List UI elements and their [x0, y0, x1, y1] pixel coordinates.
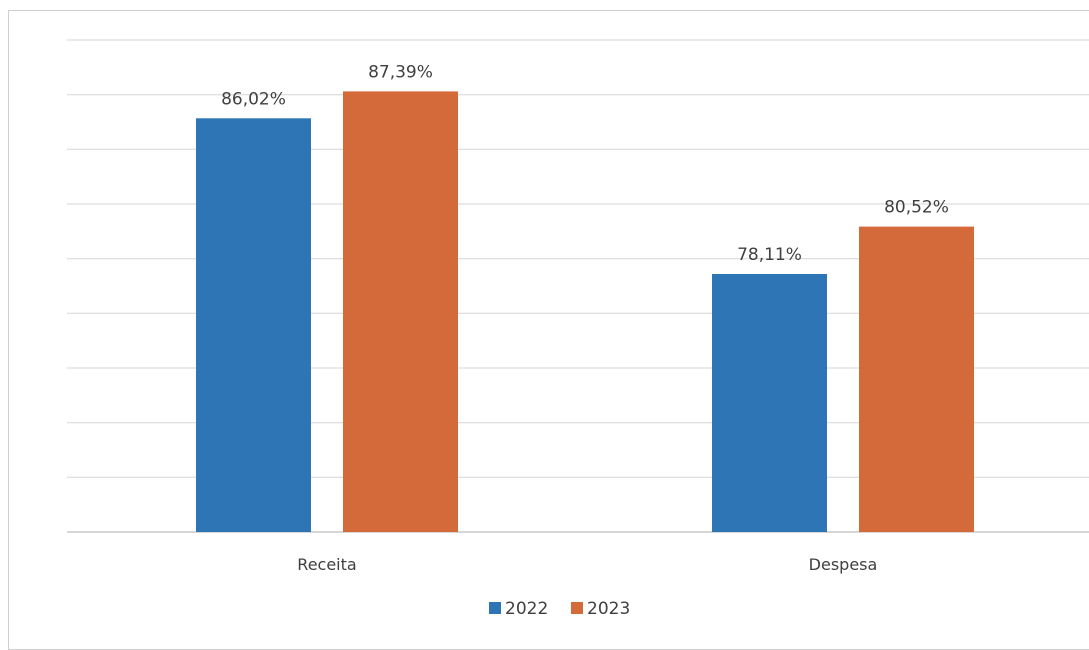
data-labels: 86,02% 87,39% 78,11% 80,52% [221, 62, 949, 265]
legend-label-2022: 2022 [505, 599, 548, 619]
bar-despesa-2022 [712, 274, 827, 532]
category-labels: Receita Despesa [297, 555, 877, 574]
data-label-receita-2023: 87,39% [368, 62, 433, 82]
legend-swatch-2023 [571, 602, 583, 614]
legend: 2022 2023 [489, 599, 630, 619]
bars [196, 91, 974, 533]
data-label-despesa-2023: 80,52% [884, 198, 949, 218]
category-label-receita: Receita [297, 555, 356, 574]
data-label-despesa-2022: 78,11% [737, 245, 802, 265]
bar-despesa-2023 [859, 226, 974, 532]
category-label-despesa: Despesa [809, 555, 878, 574]
data-label-receita-2022: 86,02% [221, 89, 286, 109]
bar-receita-2022 [196, 118, 311, 533]
legend-label-2023: 2023 [587, 599, 630, 619]
legend-swatch-2022 [489, 602, 501, 614]
bar-receita-2023 [343, 91, 458, 533]
